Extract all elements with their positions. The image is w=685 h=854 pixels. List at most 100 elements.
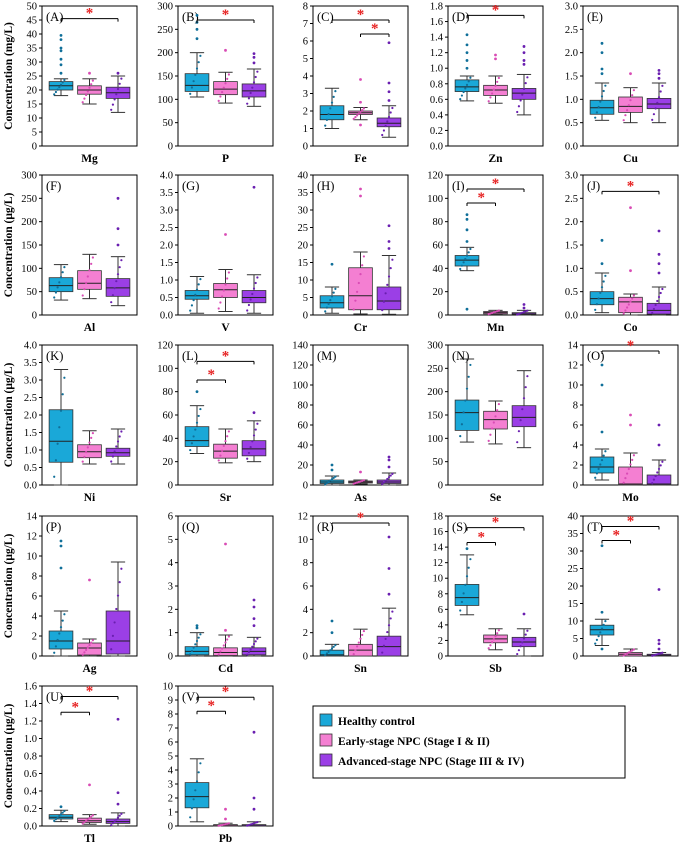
data-point	[249, 823, 252, 826]
outlier-point	[522, 59, 526, 62]
data-point	[332, 645, 335, 648]
y-tick-label: 0	[573, 652, 578, 663]
data-point	[120, 430, 123, 433]
data-point	[362, 107, 365, 110]
data-point	[88, 441, 91, 444]
significance-star: *	[627, 514, 635, 530]
legend-frame	[312, 705, 626, 779]
outlier-point	[494, 57, 497, 61]
y-tick-label: 4.0	[160, 171, 173, 182]
y-tick-label: 10	[27, 552, 38, 563]
data-point	[251, 822, 254, 826]
y-tick-label: 10	[298, 535, 309, 546]
data-point	[90, 83, 93, 86]
outlier-point	[600, 430, 604, 434]
data-point	[86, 90, 89, 93]
data-point	[194, 789, 197, 792]
data-point	[389, 474, 392, 477]
data-point	[54, 90, 58, 94]
x-axis-label: Ag	[82, 663, 96, 675]
significance-bracket: *	[466, 2, 525, 19]
y-tick-label: 0	[32, 142, 37, 153]
data-point	[627, 651, 630, 654]
data-point	[221, 295, 224, 298]
data-point	[622, 654, 625, 657]
y-tick-label: 60	[163, 411, 174, 422]
y-tick-label: 100	[157, 364, 173, 375]
box-healthy	[589, 238, 615, 314]
data-point	[629, 300, 632, 303]
iqr-box	[48, 277, 74, 293]
outlier-point	[224, 48, 227, 52]
data-point	[352, 117, 355, 120]
data-point	[91, 79, 94, 82]
y-tick-label: 300	[157, 2, 173, 13]
data-point	[120, 77, 123, 80]
data-point	[226, 277, 229, 280]
y-tick-label: 0.0	[565, 311, 578, 322]
data-point	[651, 311, 654, 315]
panel-label: (H)	[317, 179, 334, 193]
outlier-point	[252, 730, 256, 734]
iqr-box	[213, 283, 238, 298]
panel-label: (K)	[46, 349, 63, 363]
outlier-point	[657, 271, 661, 275]
significance-bracket: *	[466, 190, 496, 206]
box-healthy	[184, 13, 210, 98]
data-point	[354, 116, 357, 119]
data-point	[227, 635, 230, 638]
significance-star: *	[492, 515, 500, 531]
data-point	[59, 813, 63, 816]
data-point	[111, 455, 115, 458]
box-healthy	[48, 805, 74, 823]
data-point	[54, 459, 58, 462]
y-tick-label: 50	[27, 2, 38, 13]
y-tick-label: 3	[303, 89, 308, 100]
panel-mo: 0 2 4 6 8 10 12 14 (O) Mo *	[568, 338, 679, 504]
data-point	[656, 101, 659, 104]
panel-p: 0 50 100 150 200 250 300 (B) P *	[157, 2, 274, 165]
outlier-point	[116, 243, 120, 247]
data-point	[524, 82, 527, 85]
y-tick-label: 25	[568, 564, 579, 575]
y-tick-label: 14	[568, 341, 579, 352]
panel-al: 0 50 100 150 200 250 300 (F) Al	[21, 171, 138, 334]
box-advanced	[105, 561, 131, 657]
data-point	[626, 652, 629, 655]
data-point	[382, 300, 386, 303]
data-point	[659, 464, 662, 467]
panel-label: (F)	[46, 179, 61, 193]
data-point	[332, 476, 335, 480]
outlier-point	[252, 617, 256, 621]
outlier-point	[252, 55, 256, 59]
panels: 05101520253035404550(A)Mg*05010015020025…	[21, 2, 679, 845]
outlier-point	[387, 99, 391, 102]
panel-label: (L)	[182, 349, 198, 363]
y-tick-label: 3.5	[24, 358, 37, 369]
outlier-point	[387, 455, 391, 459]
data-point	[61, 81, 64, 84]
outlier-point	[600, 41, 604, 45]
y-tick-label: 35	[568, 529, 579, 540]
iqr-box	[646, 302, 672, 315]
data-point	[227, 430, 230, 433]
box-early	[348, 628, 373, 657]
data-point	[631, 94, 634, 97]
data-point	[352, 482, 355, 485]
data-point	[252, 81, 256, 84]
legend-label: Healthy control	[338, 716, 415, 728]
y-tick-label: 8	[573, 401, 578, 412]
box-advanced	[241, 730, 267, 827]
data-point	[192, 435, 195, 438]
y-tick-label: 4	[303, 72, 309, 83]
data-point	[661, 287, 664, 291]
y-tick-label: 0	[303, 142, 308, 153]
box-advanced	[646, 423, 672, 486]
data-point	[489, 96, 492, 99]
data-point	[219, 454, 222, 457]
panel-label: (D)	[452, 10, 469, 24]
data-point	[381, 133, 384, 137]
data-point	[654, 474, 657, 478]
data-point	[224, 823, 227, 826]
data-point	[594, 642, 597, 645]
